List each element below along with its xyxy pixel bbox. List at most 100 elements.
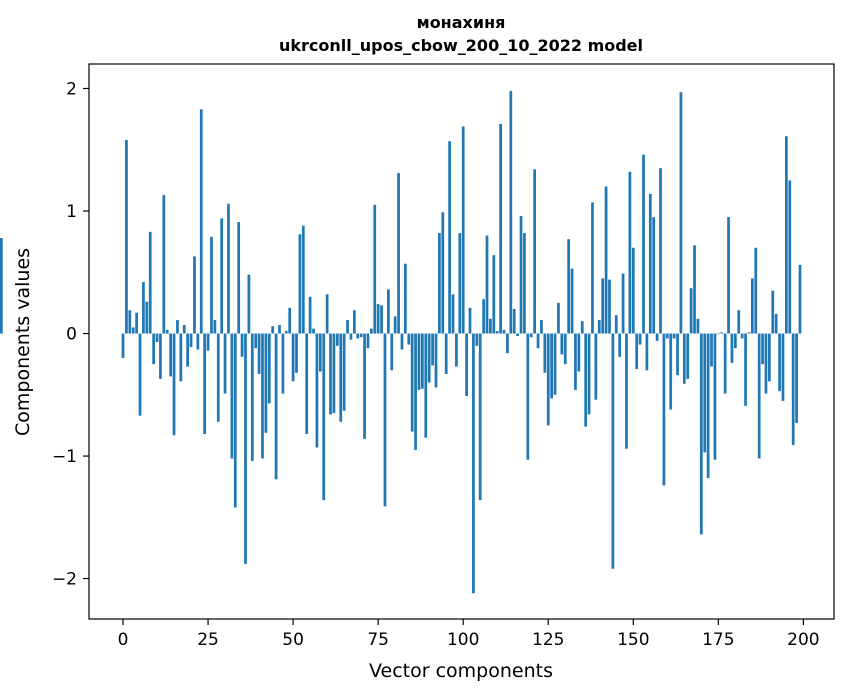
bar-12 <box>162 195 166 334</box>
bar-144 <box>611 333 615 569</box>
bar-124 <box>543 333 547 373</box>
y-tick-label: 2 <box>66 80 77 100</box>
bar-197 <box>791 333 795 446</box>
bar-111 <box>499 124 502 334</box>
bar-81 <box>397 173 400 334</box>
bar-27 <box>213 320 217 334</box>
bar-186 <box>754 247 758 334</box>
bar-29 <box>220 218 224 334</box>
bar-156 <box>652 217 656 334</box>
bar-47 <box>281 333 285 394</box>
bar-23 <box>199 109 203 334</box>
bar-143 <box>608 279 611 334</box>
bar-undefined <box>0 237 3 334</box>
bar-180 <box>733 333 737 349</box>
bar-171 <box>703 333 707 453</box>
bar-11 <box>159 333 162 379</box>
bar-138 <box>591 202 594 334</box>
bar-136 <box>584 333 588 427</box>
bar-95 <box>444 333 448 374</box>
bar-170 <box>699 333 703 535</box>
bar-56 <box>312 328 315 334</box>
bar-158 <box>659 168 662 334</box>
bar-119 <box>526 333 530 460</box>
bar-107 <box>485 235 489 334</box>
bar-163 <box>676 333 679 376</box>
x-tick-label: 25 <box>197 630 219 650</box>
bar-4 <box>135 312 138 334</box>
bar-131 <box>567 239 571 334</box>
bar-43 <box>267 333 271 404</box>
y-tick-label: −1 <box>52 447 77 467</box>
bar-17 <box>179 333 183 382</box>
bar-60 <box>325 294 329 334</box>
bar-40 <box>257 333 261 374</box>
bar-63 <box>335 333 339 346</box>
bar-105 <box>478 333 482 501</box>
bar-189 <box>764 333 768 394</box>
bar-152 <box>638 333 642 345</box>
bar-183 <box>744 333 747 406</box>
x-axis-label: Vector components <box>369 660 553 682</box>
bar-32 <box>230 333 234 459</box>
bar-115 <box>512 309 516 334</box>
bar-28 <box>216 333 220 422</box>
bar-129 <box>560 333 564 355</box>
bar-0 <box>121 333 125 359</box>
bar-62 <box>332 333 336 414</box>
bar-91 <box>431 333 434 366</box>
bar-75 <box>376 304 380 334</box>
bar-39 <box>254 333 258 349</box>
bar-74 <box>373 204 377 334</box>
plot-frame <box>88 63 835 620</box>
bar-78 <box>387 289 390 334</box>
bar-146 <box>618 333 622 357</box>
bar-45 <box>274 333 278 480</box>
bar-177 <box>723 333 727 394</box>
x-tick-label: 125 <box>532 630 564 650</box>
chart-title: монахиня <box>417 13 506 32</box>
bar-140 <box>597 320 601 334</box>
bar-109 <box>492 255 496 334</box>
bar-128 <box>557 302 560 334</box>
bar-15 <box>172 333 176 436</box>
bar-162 <box>672 333 676 339</box>
bar-134 <box>577 333 581 372</box>
bar-93 <box>438 233 441 334</box>
bar-10 <box>155 333 159 343</box>
bar-65 <box>342 333 346 411</box>
bar-116 <box>516 333 519 336</box>
bar-54 <box>305 333 309 434</box>
bar-101 <box>465 333 468 397</box>
bar-5 <box>138 333 142 416</box>
bar-16 <box>176 320 179 334</box>
bar-87 <box>417 333 421 390</box>
bar-179 <box>730 333 734 363</box>
bar-82 <box>400 333 404 350</box>
bar-185 <box>751 278 754 334</box>
bar-160 <box>665 333 669 339</box>
bar-85 <box>410 333 414 432</box>
bar-181 <box>737 310 741 334</box>
bar-2 <box>128 310 132 334</box>
bar-114 <box>509 90 513 334</box>
bar-117 <box>519 215 523 334</box>
bar-55 <box>308 296 312 334</box>
x-tick-label: 50 <box>282 630 304 650</box>
bar-184 <box>747 332 751 334</box>
y-axis-label: Components values <box>12 248 34 436</box>
x-tick-label: 0 <box>118 630 129 650</box>
bar-69 <box>356 333 360 339</box>
bar-19 <box>186 333 190 367</box>
bar-51 <box>295 333 298 373</box>
bar-26 <box>210 236 213 334</box>
bar-20 <box>189 333 193 348</box>
x-tick-label: 75 <box>367 630 389 650</box>
bar-100 <box>461 126 465 334</box>
bar-132 <box>570 268 574 334</box>
bar-151 <box>635 333 639 370</box>
bar-168 <box>693 245 696 334</box>
bar-96 <box>448 141 451 334</box>
bar-98 <box>455 333 458 367</box>
bar-24 <box>203 333 207 434</box>
